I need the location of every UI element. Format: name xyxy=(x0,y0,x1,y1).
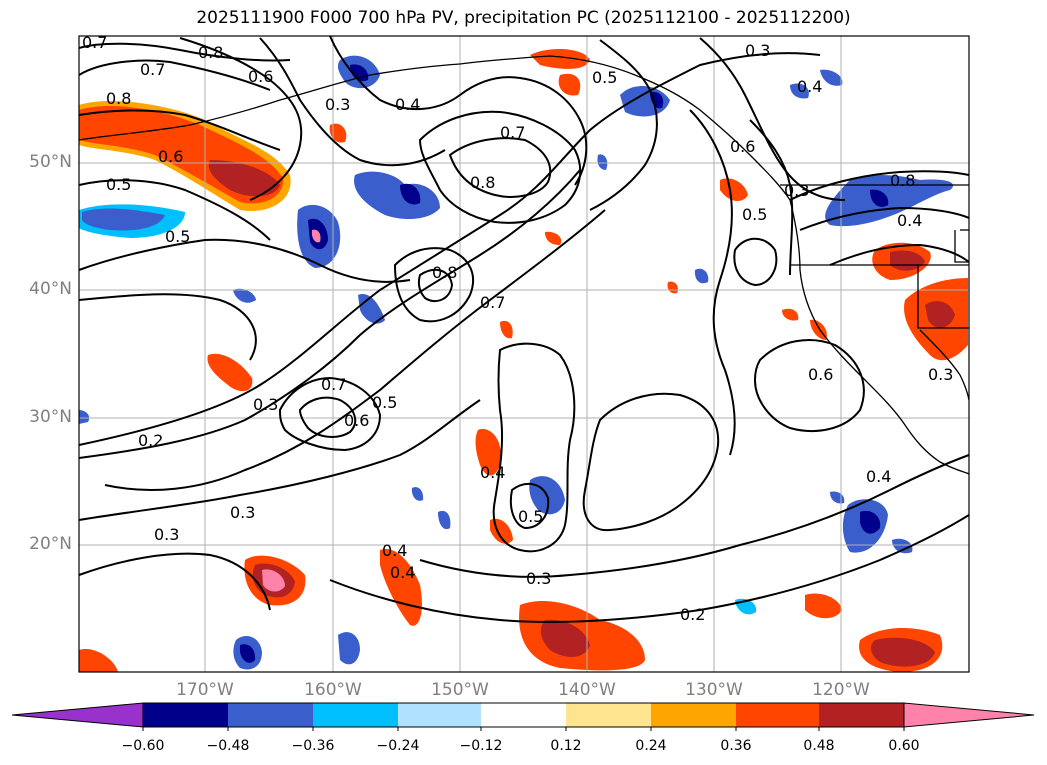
colorbar-tick-label: −0.24 xyxy=(376,738,420,754)
contour-label: 0.4 xyxy=(897,211,922,230)
contour-label: 0.7 xyxy=(82,33,107,52)
colorbar-swatch xyxy=(313,703,398,727)
contour-label: 0.8 xyxy=(198,43,223,62)
colorbar-tick-label: −0.12 xyxy=(459,738,503,754)
contour-label: 0.3 xyxy=(325,95,350,114)
lat-label: 40°N xyxy=(29,279,72,299)
contour-label: 0.3 xyxy=(928,365,953,384)
contour-label: 0.2 xyxy=(680,605,705,624)
contour-label: 0.3 xyxy=(253,395,278,414)
contour-label: 0.2 xyxy=(138,431,163,450)
contour-label: 0.5 xyxy=(106,175,131,194)
contour-label: 0.4 xyxy=(797,77,822,96)
contour-label: 0.7 xyxy=(480,293,505,312)
contour-label-layer: 0.7 0.8 0.7 0.6 0.8 0.3 0.4 0.7 0.5 0.3 … xyxy=(82,33,953,624)
contour-label: 0.8 xyxy=(106,89,131,108)
contour-label: 0.4 xyxy=(390,563,415,582)
contour-label: 0.8 xyxy=(470,173,495,192)
colorbar-swatch xyxy=(819,703,904,727)
contour-label: 0.4 xyxy=(480,463,505,482)
colorbar-tick-label: 0.12 xyxy=(550,738,582,754)
lon-label: 160°W xyxy=(304,680,362,700)
colorbar-swatch xyxy=(398,703,481,727)
contour-label: 0.4 xyxy=(395,95,420,114)
contour-label: 0.8 xyxy=(432,263,457,282)
lon-label: 130°W xyxy=(685,680,743,700)
contour-label: 0.6 xyxy=(248,67,273,86)
contour-label: 0.6 xyxy=(808,365,833,384)
contour-label: 0.5 xyxy=(592,68,617,87)
colorbar-tick-label: −0.60 xyxy=(121,738,165,754)
lat-label: 20°N xyxy=(29,534,72,554)
map-frame xyxy=(78,35,970,673)
contour-label: 0.3 xyxy=(154,525,179,544)
contour-label: 0.7 xyxy=(140,60,165,79)
contour-label: 0.7 xyxy=(500,123,525,142)
lon-label: 170°W xyxy=(176,680,234,700)
coastlines xyxy=(79,55,969,475)
contour-label: 0.3 xyxy=(230,503,255,522)
lat-label: 50°N xyxy=(29,152,72,172)
negative-precip-anomalies xyxy=(79,55,954,670)
contour-label: 0.7 xyxy=(321,375,346,394)
colorbar-max-extend xyxy=(903,702,1035,728)
contour-label: 0.6 xyxy=(730,137,755,156)
colorbar-tick-label: 0.60 xyxy=(888,738,920,754)
lat-label: 30°N xyxy=(29,407,72,427)
map-title: 2025111900 F000 700 hPa PV, precipitatio… xyxy=(196,8,851,28)
contour-label: 0.4 xyxy=(382,541,407,560)
colorbar-swatch xyxy=(143,703,228,727)
contour-label: 0.5 xyxy=(518,507,543,526)
colorbar-tick-label: −0.48 xyxy=(206,738,250,754)
colorbar-tick-label: 0.24 xyxy=(635,738,667,754)
colorbar-swatch xyxy=(566,703,651,727)
contour-label: 0.3 xyxy=(526,569,551,588)
lon-label: 120°W xyxy=(812,680,870,700)
pv-contours xyxy=(79,36,969,623)
lon-label: 150°W xyxy=(431,680,489,700)
contour-label: 0.4 xyxy=(866,467,891,486)
contour-label: 0.8 xyxy=(890,171,915,190)
colorbar xyxy=(11,702,1035,731)
positive-precip-anomalies xyxy=(79,48,968,672)
map-plot-area xyxy=(79,36,969,672)
colorbar-swatch xyxy=(228,703,313,727)
colorbar-min-extend xyxy=(11,702,144,728)
colorbar-tick-label: −0.36 xyxy=(291,738,335,754)
contour-label: 0.3 xyxy=(745,41,770,60)
contour-label: 0.6 xyxy=(158,147,183,166)
colorbar-tick-label: 0.36 xyxy=(720,738,752,754)
contour-label: 0.6 xyxy=(344,411,369,430)
colorbar-swatch xyxy=(481,703,566,727)
colorbar-swatch xyxy=(651,703,736,727)
contour-label: 0.5 xyxy=(165,227,190,246)
contour-label: 0.5 xyxy=(742,205,767,224)
colorbar-tick-label: 0.48 xyxy=(803,738,835,754)
contour-label: 0.5 xyxy=(372,393,397,412)
contour-label: 0.3 xyxy=(784,181,809,200)
colorbar-swatch xyxy=(736,703,819,727)
graticule xyxy=(79,36,969,672)
lon-label: 140°W xyxy=(558,680,616,700)
